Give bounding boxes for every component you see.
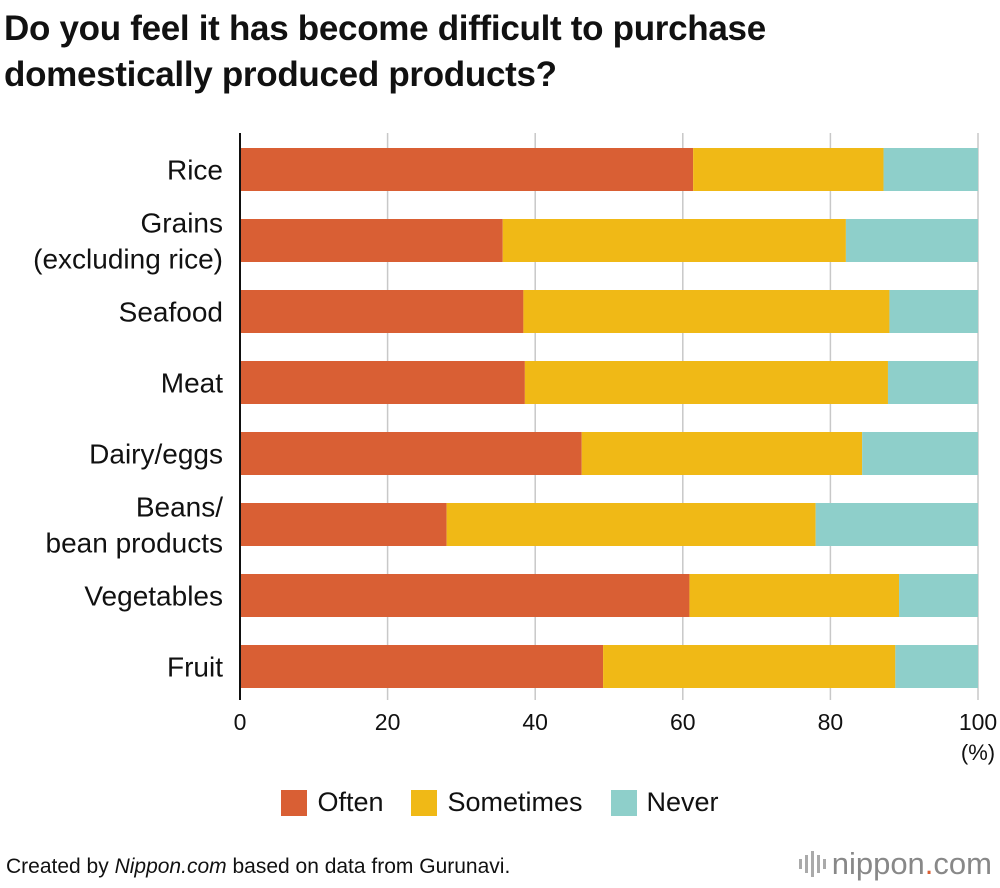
legend-swatch-never: [610, 789, 637, 816]
bar-never-1: [845, 219, 978, 262]
category-label-4-0: Dairy/eggs: [89, 439, 223, 470]
bar-sometimes-3: [524, 361, 888, 404]
bar-never-5: [815, 503, 978, 546]
brand-tld: com: [933, 846, 992, 881]
stacked-bar-chart: Rice Grains (excluding rice) Seafood Meat Dai…: [33, 133, 997, 765]
bar-never-2: [889, 290, 978, 333]
category-label-0-0: Rice: [167, 155, 223, 186]
chart-title: Do you feel it has become difficult to p…: [4, 6, 984, 98]
bar-never-7: [895, 645, 978, 688]
category-label-6-0: Vegetables: [84, 581, 223, 612]
x-unit-label: (%): [961, 740, 995, 765]
credit-suffix: based on data from Gurunavi.: [226, 855, 511, 878]
brand-bars-icon: [798, 851, 826, 877]
bar-often-4: [240, 432, 582, 475]
bar-never-4: [862, 432, 978, 475]
brand-logo: nippon.com: [798, 846, 992, 882]
x-tick-label-60: 60: [670, 709, 696, 735]
legend-label-sometimes: Sometimes: [447, 787, 583, 817]
chart-title-line-1: Do you feel it has become difficult to p…: [4, 9, 766, 48]
legend-swatch-often: [281, 789, 308, 816]
category-label-1-1: (excluding rice): [33, 244, 223, 275]
category-label-2-0: Seafood: [119, 297, 223, 328]
credit-source: Nippon.com: [114, 855, 227, 878]
category-label-1-0: Grains: [141, 208, 223, 239]
bar-sometimes-0: [693, 148, 884, 191]
chart-title-line-2: domestically produced products?: [4, 55, 557, 94]
category-label-5-1: bean products: [46, 528, 223, 559]
legend: Often Sometimes Never: [0, 787, 1000, 818]
bar-often-5: [240, 503, 447, 546]
bar-never-3: [887, 361, 978, 404]
legend-label-never: Never: [646, 787, 719, 817]
bar-sometimes-6: [689, 574, 900, 617]
bar-sometimes-2: [523, 290, 890, 333]
bar-sometimes-4: [581, 432, 863, 475]
x-tick-label-80: 80: [818, 709, 844, 735]
bar-often-0: [240, 148, 694, 191]
bar-never-6: [899, 574, 978, 617]
x-tick-label-40: 40: [522, 709, 548, 735]
legend-item-never: Never: [610, 787, 719, 818]
legend-item-often: Often: [281, 787, 383, 818]
bar-sometimes-1: [502, 219, 846, 262]
category-label-7-0: Fruit: [167, 652, 223, 683]
bar-often-7: [240, 645, 604, 688]
source-credit: Created by Nippon.com based on data from…: [6, 855, 510, 879]
bar-never-0: [883, 148, 978, 191]
bar-often-6: [240, 574, 690, 617]
bar-sometimes-7: [603, 645, 896, 688]
bar-often-3: [240, 361, 525, 404]
bar-often-2: [240, 290, 524, 333]
brand-name: nippon: [831, 846, 925, 881]
legend-item-sometimes: Sometimes: [411, 787, 583, 818]
category-label-5-0: Beans/: [136, 492, 223, 523]
bar-sometimes-5: [446, 503, 816, 546]
x-tick-label-0: 0: [234, 709, 247, 735]
category-label-3-0: Meat: [161, 368, 223, 399]
brand-dot: .: [924, 846, 934, 881]
x-tick-label-100: 100: [959, 709, 997, 735]
legend-label-often: Often: [317, 787, 384, 817]
x-tick-label-20: 20: [375, 709, 401, 735]
bar-often-1: [240, 219, 503, 262]
legend-swatch-sometimes: [411, 789, 438, 816]
credit-prefix: Created by: [6, 855, 115, 878]
